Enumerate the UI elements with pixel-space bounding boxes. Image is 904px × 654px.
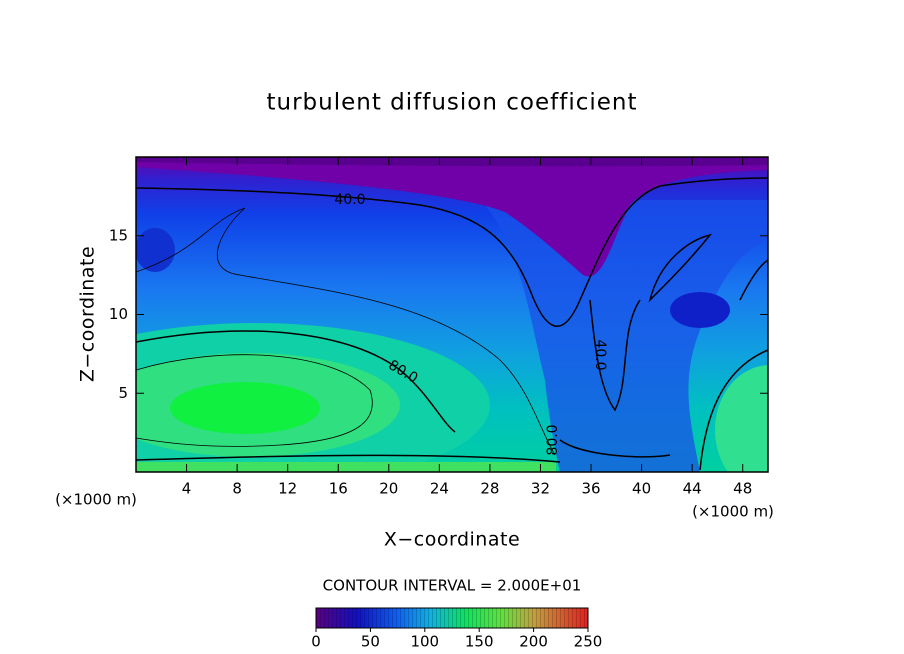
contour-label: 40.0 — [334, 192, 365, 208]
x-tick-label: 20 — [379, 480, 398, 498]
x-tick-label: 40 — [632, 480, 651, 498]
chart-title: turbulent diffusion coefficient — [266, 90, 637, 116]
x-tick-label: 4 — [182, 480, 192, 498]
x-tick-label: 48 — [733, 480, 752, 498]
x-unit-label: (×1000 m) — [692, 503, 774, 521]
x-tick-label: 32 — [531, 480, 550, 498]
colorbar-tick-label: 50 — [361, 633, 380, 651]
x-tick-label: 36 — [581, 480, 600, 498]
x-tick-label: 12 — [278, 480, 297, 498]
contour-field — [136, 157, 768, 472]
colorbar-tick-label: 200 — [519, 633, 548, 651]
x-tick-label: 16 — [329, 480, 348, 498]
y-axis-label: Z−coordinate — [77, 246, 99, 382]
colorbar-tick-label: 100 — [410, 633, 439, 651]
contour-interval: CONTOUR INTERVAL = 2.000E+01 — [323, 577, 582, 595]
x-tick-label: 8 — [232, 480, 242, 498]
colorbar-tick-label: 150 — [465, 633, 494, 651]
colorbar-tick-label: 0 — [311, 633, 321, 651]
colorbar-frame — [315, 607, 589, 629]
x-tick-label: 24 — [430, 480, 449, 498]
x-tick-label: 28 — [480, 480, 499, 498]
x-axis-label: X−coordinate — [384, 529, 520, 551]
x-tick-label: 44 — [683, 480, 702, 498]
contour-label: 40.0 — [592, 339, 608, 370]
y-tick-label: 10 — [109, 305, 128, 323]
colorbar-tick-label: 250 — [574, 633, 603, 651]
y-unit-label: (×1000 m) — [55, 491, 137, 509]
y-tick-label: 15 — [109, 226, 128, 244]
contour-label: 80.0 — [545, 424, 561, 455]
y-tick-label: 5 — [118, 384, 128, 402]
